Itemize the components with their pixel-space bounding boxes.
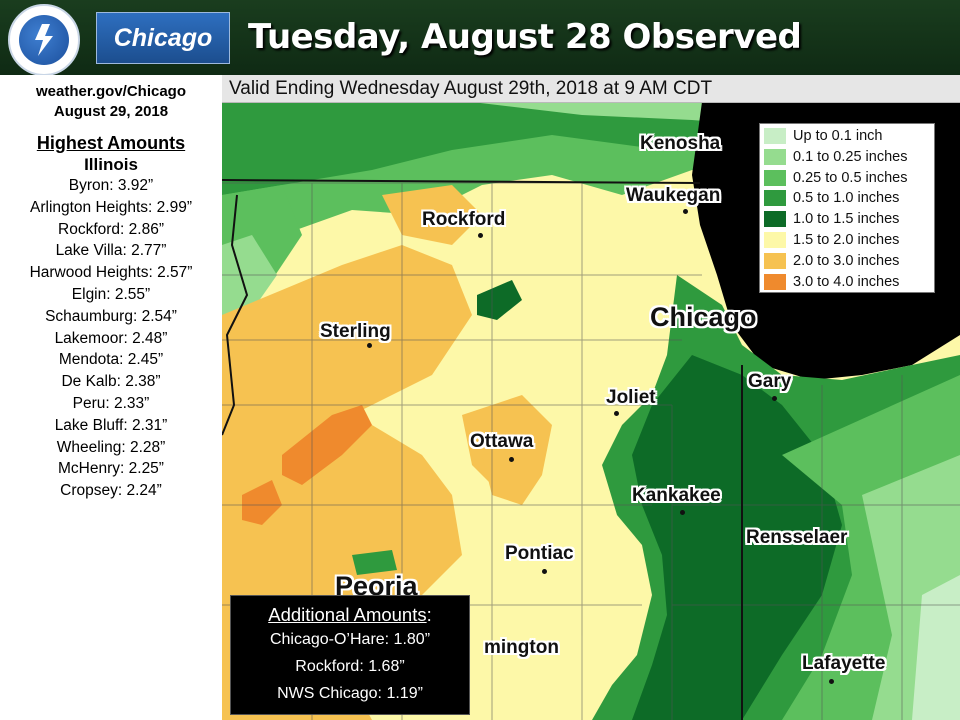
legend-swatch — [764, 232, 786, 248]
legend-label: Up to 0.1 inch — [793, 128, 883, 144]
amount-item: Arlington Heights: 2.99” — [30, 198, 192, 216]
additional-amounts-colon: : — [426, 604, 432, 625]
website-text: weather.gov/Chicago — [35, 83, 187, 100]
additional-amount-item: Chicago-O’Hare: 1.80” — [269, 631, 431, 648]
city-dot-waukegan — [683, 209, 688, 214]
city-dot-gary — [772, 396, 777, 401]
legend-swatch — [764, 273, 786, 290]
city-label-kankakee: Kankakee — [632, 485, 721, 506]
legend-swatch — [764, 252, 786, 269]
state-heading: Illinois — [84, 155, 138, 174]
amount-item: Lakemoor: 2.48” — [54, 329, 168, 347]
amount-item: Lake Villa: 2.77” — [55, 242, 167, 260]
legend-label: 0.1 to 0.25 inches — [793, 148, 908, 165]
additional-amounts-heading: Additional Amounts: — [231, 603, 469, 626]
city-label-kenosha: Kenosha — [640, 133, 721, 154]
legend-label: 0.25 to 0.5 inches — [793, 169, 908, 186]
amount-item: Peru: 2.33” — [72, 394, 150, 412]
city-label-gary: Gary — [748, 371, 792, 392]
additional-amount-item: NWS Chicago: 1.19” — [277, 685, 423, 702]
publish-date: August 29, 2018 — [53, 103, 169, 120]
legend-swatch — [764, 128, 786, 144]
legend-swatch — [764, 169, 786, 186]
city-label-chicago: Chicago — [650, 302, 757, 332]
legend-swatch — [764, 190, 786, 207]
city-label-rockford: Rockford — [422, 209, 506, 230]
city-label-pontiac: Pontiac — [505, 543, 574, 564]
city-label-sterling: Sterling — [320, 321, 391, 342]
city-label-lafayette: Lafayette — [802, 653, 886, 674]
sidebar-panel: weather.gov/Chicago August 29, 2018 High… — [0, 75, 222, 720]
city-dot-pontiac — [542, 569, 547, 574]
amount-item: Byron: 3.92” — [68, 177, 154, 194]
valid-time-bar: Valid Ending Wednesday August 29th, 2018… — [222, 75, 960, 103]
office-tag: Chicago — [96, 12, 230, 64]
legend-label: 0.5 to 1.0 inches — [793, 190, 900, 207]
lightning-icon — [35, 24, 53, 56]
city-label-waukegan: Waukegan — [626, 185, 721, 206]
city-dot-ottawa — [509, 457, 514, 462]
highest-amounts-heading: Highest Amounts — [36, 133, 186, 153]
office-name: Chicago — [113, 24, 213, 52]
city-label-bloomington: mington — [484, 637, 559, 658]
city-label-rensselaer: Rensselaer — [746, 527, 848, 548]
city-dot-sterling — [367, 343, 372, 348]
legend-label: 3.0 to 4.0 inches — [793, 273, 900, 290]
amount-item: Cropsey: 2.24” — [60, 482, 162, 500]
city-label-ottawa: Ottawa — [470, 431, 534, 452]
amount-item: Schaumburg: 2.54” — [45, 307, 177, 325]
city-label-joliet: Joliet — [606, 387, 656, 408]
legend-label: 1.0 to 1.5 inches — [793, 211, 900, 228]
legend-swatch — [764, 211, 786, 228]
page-title: Tuesday, August 28 Observed Rainfall — [248, 17, 802, 115]
amount-item: Lake Bluff: 2.31” — [54, 416, 168, 434]
legend: Up to 0.1 inch 0.1 to 0.25 inches 0.25 to … — [759, 123, 935, 293]
header-banner: Chicago Tuesday, August 28 Observed Rain… — [0, 0, 960, 115]
legend-swatch — [764, 148, 786, 165]
legend-label: 1.5 to 2.0 inches — [793, 232, 900, 248]
city-dot-lafayette — [829, 679, 834, 684]
legend-label: 2.0 to 3.0 inches — [793, 252, 900, 269]
amount-item: Rockford: 2.86” — [58, 220, 164, 238]
valid-time-text: Valid Ending Wednesday August 29th, 2018… — [229, 78, 713, 99]
city-dot-rockford — [478, 233, 483, 238]
amount-item: De Kalb: 2.38” — [61, 373, 161, 391]
city-dot-joliet — [614, 411, 619, 416]
amount-item: Elgin: 2.55” — [71, 285, 151, 303]
amounts-list: Byron: 3.92” Arlington Heights: 2.99” Rock… — [0, 175, 222, 502]
city-dot-kankakee — [680, 510, 685, 515]
additional-amounts-title: Additional Amounts — [268, 604, 427, 625]
additional-amount-item: Rockford: 1.68” — [295, 658, 405, 675]
additional-amounts-list: Chicago-O’Hare: 1.80” Rockford: 1.68” NWS … — [231, 626, 469, 707]
amount-item: Mendota: 2.45” — [58, 351, 164, 369]
amount-item: Harwood Heights: 2.57” — [29, 264, 193, 282]
amount-item: Wheeling: 2.28” — [56, 438, 166, 456]
nws-logo — [8, 4, 80, 76]
amount-item: McHenry: 2.25” — [58, 460, 164, 478]
additional-amounts-box: Additional Amounts: Chicago-O’Hare: 1.80… — [230, 595, 470, 715]
rainfall-map: Valid Ending Wednesday August 29th, 2018… — [222, 75, 960, 720]
